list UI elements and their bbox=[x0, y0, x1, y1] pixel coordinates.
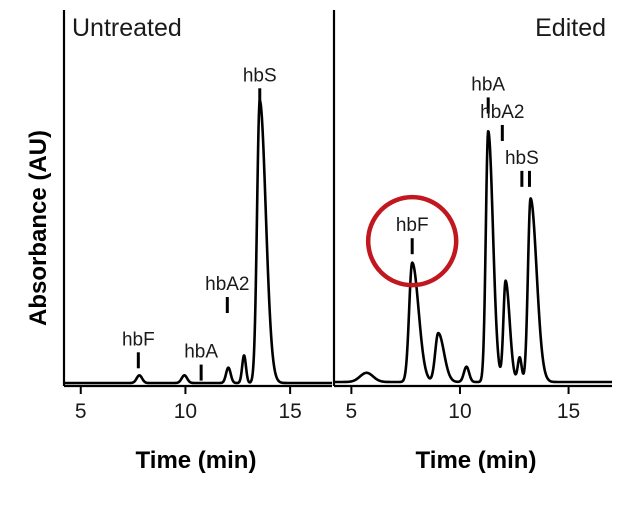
peak-label-hbs: hbS bbox=[243, 65, 277, 86]
x-axis-title-edited: Time (min) bbox=[416, 447, 537, 474]
panel-untreated: Untreated 5 10 15 hbF hbA hbA2 hbS Time (min) bbox=[62, 10, 333, 474]
x-tick-label-10: 10 bbox=[174, 400, 197, 423]
x-tick-label-15: 15 bbox=[557, 400, 580, 423]
peak-label-hbf: hbF bbox=[122, 329, 155, 350]
panel-edited: Edited 5 10 15 hbF hbA hbA2 hbS Time (min) bbox=[332, 10, 613, 474]
chromatogram-trace-untreated bbox=[63, 99, 333, 385]
chromatogram-trace-edited bbox=[333, 130, 613, 384]
peak-markers-edited: hbF hbA hbA2 hbS bbox=[396, 74, 539, 255]
highlight-circle-hbf bbox=[365, 194, 459, 288]
x-ticks-untreated: 5 10 15 bbox=[75, 386, 302, 423]
x-tick-label-5: 5 bbox=[75, 400, 87, 423]
peak-label-hba2: hbA2 bbox=[480, 102, 524, 123]
peak-label-hba2: hbA2 bbox=[205, 274, 249, 295]
x-tick-label-10: 10 bbox=[448, 400, 471, 423]
x-ticks-edited: 5 10 15 bbox=[346, 386, 580, 423]
x-tick-label-15: 15 bbox=[278, 400, 301, 423]
x-tick-label-5: 5 bbox=[346, 400, 358, 423]
peak-label-hba: hbA bbox=[471, 74, 505, 95]
x-axis-title-untreated: Time (min) bbox=[136, 447, 257, 474]
peak-label-hba: hbA bbox=[184, 342, 218, 363]
peak-label-hbs: hbS bbox=[505, 148, 539, 169]
panel-title-edited: Edited bbox=[535, 14, 606, 42]
panel-title-untreated: Untreated bbox=[72, 14, 182, 42]
y-axis-title: Absorbance (AU) bbox=[25, 130, 52, 326]
peak-markers-untreated: hbF hbA hbA2 hbS bbox=[122, 65, 277, 381]
peak-label-hbf: hbF bbox=[396, 215, 429, 236]
